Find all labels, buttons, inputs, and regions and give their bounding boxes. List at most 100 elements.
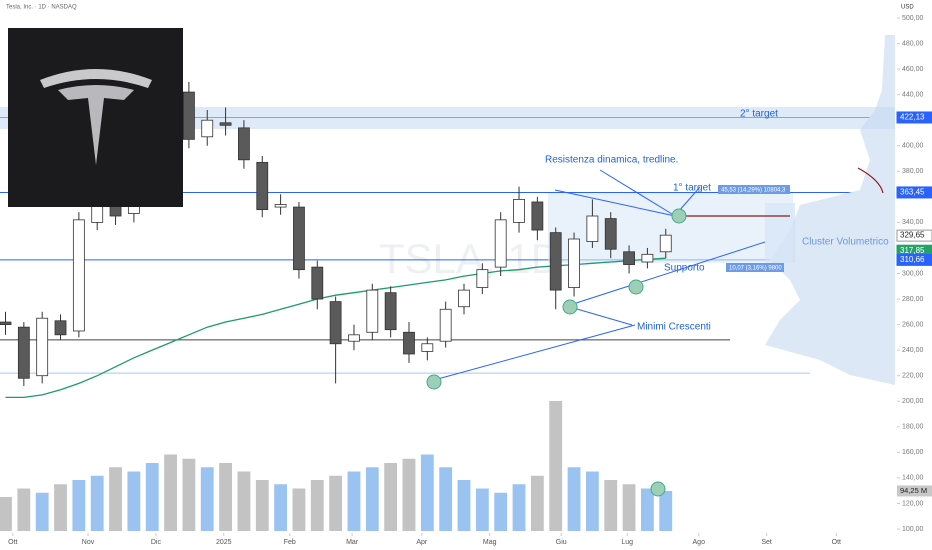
volume-bar (512, 484, 526, 531)
annotation: Cluster Volumetrico (802, 237, 889, 248)
volume-bar (35, 492, 49, 531)
volume-bar (182, 458, 196, 531)
candle-body (329, 301, 342, 345)
volume-bar (604, 480, 618, 531)
x-tick-label: Ott (832, 539, 841, 546)
trendline (569, 241, 766, 306)
drawings (426, 167, 884, 497)
volume-profile (765, 35, 895, 385)
x-tick-label: Ott (8, 539, 17, 546)
volume-bar (640, 488, 654, 531)
candle-body (549, 232, 562, 291)
volume-bar (127, 471, 141, 531)
x-tick-label: Set (761, 539, 772, 546)
range-zone (548, 193, 793, 263)
x-tick-label: Dic (151, 539, 162, 546)
volume-bar (109, 467, 122, 531)
y-tick-label: 300,00 (902, 270, 924, 277)
curve (857, 167, 884, 194)
y-tick-label: 480,00 (902, 40, 924, 47)
volume-bar (567, 467, 581, 531)
annotation: 2° target (740, 109, 778, 120)
annotation: Supporto (664, 263, 705, 274)
level-box (896, 253, 932, 266)
y-tick-label: 400,00 (902, 143, 924, 150)
volume-bar (402, 458, 416, 531)
x-tick-label: Nov (82, 539, 95, 546)
volume-box (897, 485, 932, 497)
y-tick-label: 100,00 (902, 526, 924, 533)
x-tick-label: Feb (284, 539, 296, 546)
candle-body (183, 91, 195, 140)
y-tick-label: 200,00 (902, 398, 924, 405)
y-tick-label: 280,00 (902, 296, 924, 303)
candle-body (366, 289, 379, 333)
x-tick-label: Lug (621, 539, 633, 546)
volume-bar (17, 488, 31, 531)
x-tick-label: 2025 (216, 539, 232, 546)
low-marker (628, 279, 644, 295)
candle-body (659, 234, 672, 253)
volume-bar (72, 480, 86, 531)
low-marker (426, 374, 442, 390)
measure-box (726, 263, 784, 272)
candle-body (476, 269, 489, 288)
volume-bar (219, 463, 233, 531)
candle-body (348, 334, 360, 342)
volume-bar (145, 463, 159, 531)
x-tick-label: Mar (346, 539, 359, 546)
volume-bar (585, 471, 599, 531)
candle-body (586, 215, 599, 242)
y-tick-label: 240,00 (902, 347, 924, 354)
touch-marker (671, 208, 687, 224)
currency: USD (901, 5, 914, 11)
volume-bar (90, 475, 104, 531)
candle-body (274, 204, 287, 208)
arrow (677, 186, 701, 213)
candle-body (641, 253, 654, 263)
candle-body (311, 266, 324, 300)
watermark: TSLA, 1D (379, 235, 561, 282)
measure-box (718, 185, 790, 194)
level-label: 310,66 (900, 255, 925, 264)
level-box (896, 186, 932, 199)
annotation: Resistenza dinamica, tredline. (545, 155, 678, 166)
y-tick-label: 140,00 (902, 475, 924, 482)
volume-bar (457, 480, 471, 531)
candle-body (421, 343, 434, 352)
volume-bar (329, 475, 343, 531)
price-axis (897, 0, 932, 550)
y-tick-label: 160,00 (902, 449, 924, 456)
candle-body (201, 119, 214, 138)
candle-body (0, 321, 12, 326)
candle-body (384, 292, 397, 331)
level-box (896, 229, 932, 242)
annotation: Minimi Crescenti (637, 322, 711, 333)
volume-bar (347, 471, 361, 531)
y-tick-label: 500,00 (902, 15, 924, 22)
level-label: 422,13 (900, 113, 925, 122)
low-marker (562, 299, 578, 315)
y-tick-label: 260,00 (902, 321, 924, 328)
candle-body (256, 161, 269, 211)
y-tick-label: 180,00 (902, 424, 924, 431)
candle-body (458, 289, 470, 308)
arrow (599, 169, 673, 215)
volume-bar (0, 497, 12, 531)
arrow (433, 324, 636, 381)
annotation: 1° target (673, 183, 711, 194)
volume-bar (54, 484, 67, 531)
measure-label: 45,53 (14,29%) 10804,3 (721, 188, 786, 194)
candle-body (72, 219, 85, 332)
volume-bar (420, 454, 434, 531)
volume-bar (530, 475, 544, 531)
candle-body (238, 127, 250, 161)
candle-body (17, 326, 30, 379)
level-label: 329,65 (900, 231, 925, 240)
volume-bar (274, 484, 288, 531)
candle-body (54, 320, 67, 336)
y-tick-label: 340,00 (902, 219, 924, 226)
volume-bar (365, 467, 379, 531)
x-tick-label: Giu (556, 539, 567, 546)
